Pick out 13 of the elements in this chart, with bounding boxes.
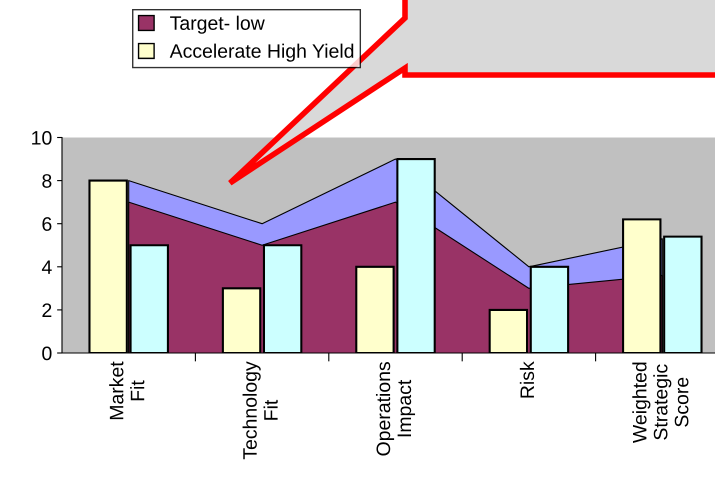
x-tick-label: Operations Impact xyxy=(376,362,416,456)
y-tick-label: 6 xyxy=(42,217,52,231)
y-tick-label: 0 xyxy=(42,346,52,360)
y-tick-label: 2 xyxy=(42,303,52,317)
x-tick-label: Market Fit xyxy=(109,361,144,420)
x-tick-label: Technology Fit xyxy=(242,361,278,460)
y-tick-label: 10 xyxy=(32,130,52,145)
legend-label: Accelerate High Yield xyxy=(170,44,354,62)
legend-label: Target- low xyxy=(170,16,265,34)
y-tick-label: 4 xyxy=(42,260,52,274)
x-tick-label: Risk xyxy=(520,361,534,398)
x-tick-label: Weighted Strategic Score xyxy=(632,362,688,444)
y-tick-label: 8 xyxy=(42,174,52,188)
